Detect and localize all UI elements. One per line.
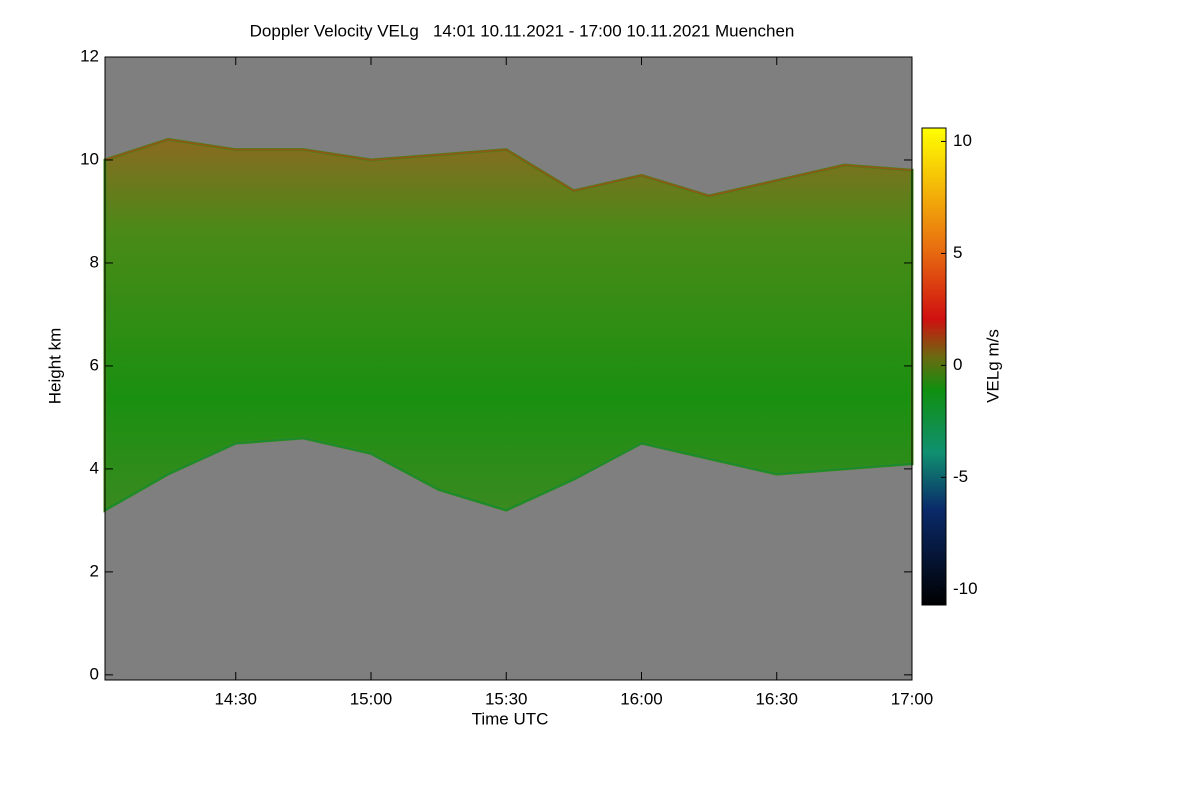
x-tick-label: 16:30	[755, 689, 798, 708]
x-tick-label: 15:30	[485, 689, 528, 708]
y-axis-label: Height km	[45, 328, 64, 405]
y-tick-label: 6	[90, 355, 99, 374]
colorbar-tick-label: 10	[953, 131, 972, 150]
colorbar-tick-label: 0	[953, 355, 962, 374]
cloud-top-line	[104, 138, 913, 198]
x-tick-label: 15:00	[350, 689, 393, 708]
y-tick-label: 4	[90, 458, 99, 477]
colorbar-label: VELg m/s	[983, 329, 1002, 403]
x-tick-label: 17:00	[891, 689, 934, 708]
plot-frame	[104, 56, 913, 681]
y-tick-label: 0	[90, 664, 99, 683]
y-tick-label: 2	[90, 561, 99, 580]
x-axis-label: Time UTC	[472, 709, 549, 728]
colorbar-tick-label: -5	[953, 467, 968, 486]
x-tick-label: 14:30	[214, 689, 257, 708]
colorbar-tick-label: -10	[953, 579, 978, 598]
colorbar	[921, 127, 947, 606]
y-tick-label: 12	[80, 46, 99, 65]
cloud-base-line	[104, 436, 913, 512]
y-tick-label: 8	[90, 252, 99, 271]
chart-title: Doppler Velocity VELg 14:01 10.11.2021 -…	[250, 21, 795, 40]
x-tick-label: 16:00	[620, 689, 663, 708]
y-tick-label: 10	[80, 149, 99, 168]
colorbar-tick-label: 5	[953, 243, 962, 262]
